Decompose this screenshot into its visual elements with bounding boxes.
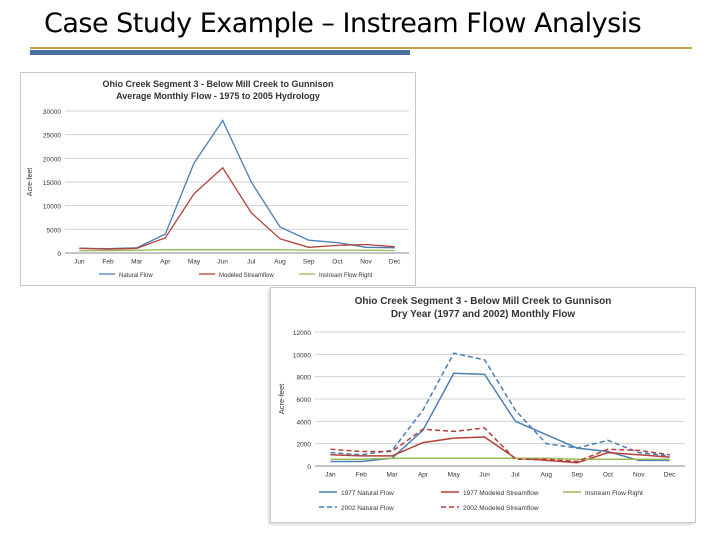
legend-entry: Instream Flow Right bbox=[319, 273, 373, 279]
x-tick-label: May bbox=[448, 472, 461, 479]
x-tick-label: Oct bbox=[332, 259, 342, 266]
x-tick-label: Jul bbox=[511, 472, 520, 479]
x-tick-label: Jun bbox=[74, 259, 85, 266]
chart-subtitle: Average Monthly Flow - 1975 to 2005 Hydr… bbox=[116, 91, 320, 101]
y-axis-label: Acre-feet bbox=[27, 168, 34, 196]
series-line bbox=[330, 457, 670, 461]
dry-year-flow-chart-svg: Ohio Creek Segment 3 - Below Mill Creek … bbox=[277, 296, 685, 512]
y-tick-label: 6000 bbox=[297, 397, 312, 404]
y-tick-label: 4000 bbox=[297, 419, 312, 426]
y-tick-label: 10000 bbox=[293, 352, 311, 359]
x-tick-label: Apr bbox=[418, 472, 429, 479]
x-tick-label: Mar bbox=[386, 472, 398, 479]
chart-title: Ohio Creek Segment 3 - Below Mill Creek … bbox=[355, 296, 612, 307]
legend-entry: Modeled Streamflow bbox=[219, 273, 274, 279]
y-tick-label: 12000 bbox=[293, 330, 311, 337]
legend-entry: 2002 Modeled Streamflow bbox=[463, 505, 539, 512]
series-line bbox=[79, 166, 395, 250]
x-tick-label: Jun bbox=[217, 259, 228, 266]
y-tick-label: 2000 bbox=[297, 442, 312, 449]
x-tick-label: Feb bbox=[102, 259, 114, 266]
series-line bbox=[330, 352, 670, 457]
x-tick-label: Aug bbox=[274, 259, 286, 266]
y-tick-label: 10000 bbox=[43, 204, 61, 211]
title-underline-gold bbox=[30, 47, 692, 49]
x-tick-label: Feb bbox=[356, 472, 368, 479]
title-underline-blue bbox=[30, 50, 410, 55]
legend-entry: 1977 Natural Flow bbox=[341, 490, 394, 497]
x-tick-label: Nov bbox=[633, 472, 645, 479]
y-tick-label: 0 bbox=[307, 464, 311, 471]
x-tick-label: Aug bbox=[540, 472, 552, 479]
legend-entry: 1977 Modeled Streamflow bbox=[463, 490, 539, 497]
y-tick-label: 15000 bbox=[43, 180, 61, 187]
slide-title: Case Study Example – Instream Flow Analy… bbox=[44, 8, 642, 39]
y-tick-label: 8000 bbox=[297, 375, 312, 382]
y-tick-label: 20000 bbox=[43, 156, 61, 163]
x-tick-label: Oct bbox=[603, 472, 613, 479]
x-tick-label: Mar bbox=[131, 259, 143, 266]
y-tick-label: 5000 bbox=[47, 227, 62, 234]
chart-title: Ohio Creek Segment 3 - Below Mill Creek … bbox=[102, 79, 333, 89]
x-tick-label: Jan bbox=[325, 472, 336, 479]
series-line bbox=[330, 427, 670, 463]
x-tick-label: Apr bbox=[160, 259, 171, 266]
legend-entry: Instream Flow Right bbox=[585, 490, 643, 497]
series-line bbox=[79, 249, 395, 252]
x-tick-label: Sep bbox=[571, 472, 583, 479]
y-axis-label: Acre-feet bbox=[277, 383, 286, 414]
x-tick-label: Dec bbox=[389, 259, 401, 266]
y-tick-label: 0 bbox=[57, 251, 61, 258]
legend-entry: Natural Flow bbox=[119, 273, 153, 279]
legend-entry: 2002 Natural Flow bbox=[341, 505, 394, 512]
x-tick-label: Nov bbox=[360, 259, 372, 266]
x-tick-label: Dec bbox=[664, 472, 676, 479]
y-tick-label: 25000 bbox=[43, 133, 61, 140]
x-tick-label: Jun bbox=[479, 472, 490, 479]
series-line bbox=[330, 436, 670, 464]
dry-year-flow-chart: Ohio Creek Segment 3 - Below Mill Creek … bbox=[270, 287, 696, 523]
x-tick-label: Sep bbox=[303, 259, 315, 266]
average-flow-chart: Ohio Creek Segment 3 - Below Mill Creek … bbox=[20, 72, 416, 286]
y-tick-label: 30000 bbox=[43, 109, 61, 116]
x-tick-label: May bbox=[188, 259, 201, 266]
average-flow-chart-svg: Ohio Creek Segment 3 - Below Mill Creek … bbox=[27, 79, 409, 279]
x-tick-label: Jul bbox=[247, 259, 256, 266]
chart-subtitle: Dry Year (1977 and 2002) Monthly Flow bbox=[391, 309, 576, 320]
